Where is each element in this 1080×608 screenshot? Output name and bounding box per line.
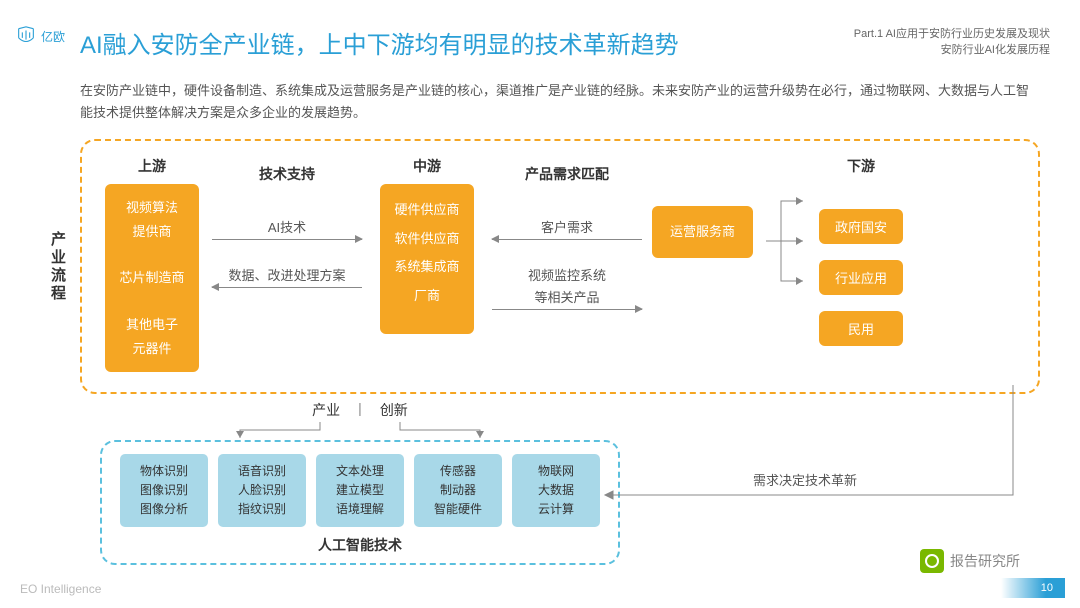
intro-paragraph: 在安防产业链中，硬件设备制造、系统集成及运营服务是产业链的核心，渠道推广是产业链…	[80, 80, 1040, 124]
split-arrow-icon	[761, 186, 811, 296]
header-product-match: 产品需求匹配	[492, 164, 642, 184]
watermark-text: 报告研究所	[950, 551, 1020, 571]
arrow-right-icon	[212, 239, 362, 240]
out-gov: 政府国安	[819, 209, 903, 244]
arrow-customer-demand: 客户需求	[541, 217, 593, 236]
feedback-label: 需求决定技术革新	[753, 473, 857, 488]
watermark: 报告研究所	[920, 549, 1020, 573]
arrow-left-icon	[212, 287, 362, 288]
ai-item-3: 文本处理 建立模型 语境理解	[316, 454, 404, 528]
ai-item-2: 语音识别 人脸识别 指纹识别	[218, 454, 306, 528]
header-downstream: 下游	[847, 156, 875, 176]
arrow-related-product: 等相关产品	[534, 287, 599, 306]
arrow-video-system: 视频监控系统	[528, 265, 606, 284]
ai-top-label-industry: 产业	[312, 400, 340, 420]
header-tech-support: 技术支持	[212, 164, 362, 184]
ai-item-5: 物联网 大数据 云计算	[512, 454, 600, 528]
arrow-data-plan: 数据、改进处理方案	[228, 265, 345, 284]
ai-box-title: 人工智能技术	[120, 535, 600, 555]
connector-down-icon	[100, 422, 620, 440]
upstream-box: 视频算法 提供商 芯片制造商 其他电子 元器件	[105, 184, 198, 372]
operator-box: 运营服务商	[652, 206, 753, 257]
feedback-arrow-icon: 需求决定技术革新	[595, 385, 1025, 535]
midstream-box: 硬件供应商 软件供应商 系统集成商 厂商	[380, 184, 473, 334]
process-label: 产业流程	[47, 231, 68, 303]
wechat-icon	[920, 549, 944, 573]
logo-text: 亿欧	[41, 28, 65, 45]
page-number: 10	[1001, 578, 1065, 598]
out-civil: 民用	[819, 311, 903, 346]
ai-tech-box: 物体识别 图像识别 图像分析 语音识别 人脸识别 指纹识别 文本处理 建立模型 …	[100, 440, 620, 566]
ai-top-label-innovation: 创新	[380, 400, 408, 420]
arrow-left-icon	[492, 239, 642, 240]
footer-brand: EO Intelligence	[20, 582, 101, 596]
subtitle-line-2: 安防行业AI化发展历程	[854, 41, 1050, 57]
arrow-ai-tech: AI技术	[268, 217, 306, 236]
ai-item-1: 物体识别 图像识别 图像分析	[120, 454, 208, 528]
header-upstream: 上游	[138, 156, 166, 176]
header-midstream: 中游	[413, 156, 441, 176]
out-industry: 行业应用	[819, 260, 903, 295]
brand-logo: 亿欧	[15, 25, 65, 47]
industry-chain-box: 产业流程 上游 视频算法 提供商 芯片制造商 其他电子 元器件 技术支持 AI技…	[80, 139, 1040, 394]
ai-item-4: 传感器 制动器 智能硬件	[414, 454, 502, 528]
arrow-right-icon	[492, 309, 642, 310]
subtitle-line-1: Part.1 AI应用于安防行业历史发展及现状	[854, 25, 1050, 41]
slide-subtitle: Part.1 AI应用于安防行业历史发展及现状 安防行业AI化发展历程	[854, 25, 1050, 57]
